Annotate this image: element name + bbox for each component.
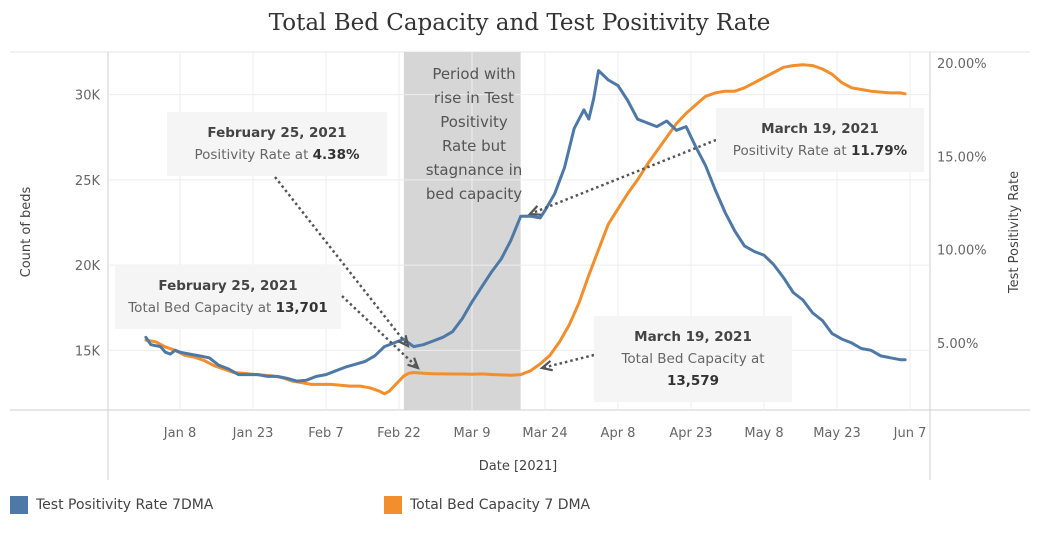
y-right-tick-label: 20.00%: [937, 57, 987, 72]
period-line: Period with: [432, 65, 516, 83]
annotation-feb25-positivity: February 25, 2021 Positivity Rate at 4.3…: [167, 112, 387, 176]
annotation-mar19-positivity: March 19, 2021 Positivity Rate at 11.79%: [716, 108, 924, 172]
arrow-mar19-positivity-head: [527, 205, 542, 216]
x-tick-label: Apr 8: [601, 426, 636, 441]
y-left-tick-label: 20K: [75, 259, 101, 274]
annotation-date: February 25, 2021: [158, 278, 298, 294]
legend-swatch: [384, 496, 402, 514]
arrow-mar19-positivity: [529, 138, 717, 216]
x-tick-label: May 23: [813, 426, 861, 441]
period-line: Positivity: [440, 113, 508, 131]
annotation-text: Positivity Rate at 11.79%: [732, 143, 908, 159]
x-tick-label: Mar 9: [454, 426, 491, 441]
y-right-tick-label: 10.00%: [937, 244, 987, 259]
annotation-feb25-bed: February 25, 2021 Total Bed Capacity at …: [115, 265, 341, 329]
y-left-tick-label: 15K: [75, 344, 101, 359]
annotation-text: Total Bed Capacity at 13,701: [128, 300, 328, 316]
period-line: stagnance in: [425, 161, 523, 179]
x-tick-label: Apr 23: [669, 426, 712, 441]
arrow-mar19-bed-head: [539, 360, 553, 372]
period-line: bed capacity: [425, 185, 523, 203]
axis-ticks: Jan 8 Jan 23 Feb 7 Feb 22 Mar 9 Mar 24 Apr 8 Ap…: [75, 57, 987, 441]
y-axis-right-title: Test Positivity Rate: [1007, 171, 1022, 294]
y-axis-left-title: Count of beds: [19, 186, 34, 277]
annotation-date: March 19, 2021: [761, 121, 879, 137]
annotation-date: March 19, 2021: [634, 329, 752, 345]
x-tick-label: Feb 7: [308, 426, 343, 441]
annotation-arrows: [274, 138, 717, 372]
arrow-feb25-bed-head: [407, 357, 420, 370]
annotation-mar19-bed: March 19, 2021 Total Bed Capacity at 13,…: [594, 316, 792, 402]
legend-label: Total Bed Capacity 7 DMA: [410, 497, 591, 513]
series-lines: [144, 63, 907, 396]
x-tick-label: Jun 7: [893, 426, 927, 441]
x-tick-label: Jan 8: [163, 426, 196, 441]
y-left-tick-label: 30K: [75, 89, 101, 104]
chart-title: Total Bed Capacity and Test Positivity R…: [268, 10, 771, 36]
arrow-feb25-bed: [341, 295, 419, 369]
x-tick-label: Mar 24: [522, 426, 567, 441]
y-right-tick-label: 15.00%: [937, 150, 987, 165]
legend-item-positivity[interactable]: Test Positivity Rate 7DMA: [10, 496, 213, 514]
legend-swatch: [10, 496, 28, 514]
series-line-positivity: [144, 69, 907, 383]
x-tick-label: Feb 22: [377, 426, 421, 441]
arrow-mar19-bed: [541, 353, 595, 370]
x-tick-label: Jan 23: [232, 426, 274, 441]
x-tick-label: May 8: [744, 426, 783, 441]
annotation-text: Total Bed Capacity at: [621, 351, 765, 367]
x-axis-title: Date [2021]: [479, 459, 557, 474]
y-right-tick-label: 5.00%: [937, 337, 978, 352]
annotation-date: February 25, 2021: [207, 125, 347, 141]
y-left-tick-label: 25K: [75, 174, 101, 189]
annotation-text: Positivity Rate at 4.38%: [194, 147, 360, 163]
period-line: Rate but: [441, 137, 507, 155]
annotation-value: 13,579: [666, 373, 720, 389]
legend-item-bed-capacity[interactable]: Total Bed Capacity 7 DMA: [384, 496, 590, 514]
shaded-period-label: Period with rise in Test Positivity Rate…: [420, 62, 528, 206]
legend-label: Test Positivity Rate 7DMA: [36, 497, 214, 513]
arrow-feb25-positivity-head: [397, 335, 410, 348]
period-line: rise in Test: [433, 89, 515, 107]
